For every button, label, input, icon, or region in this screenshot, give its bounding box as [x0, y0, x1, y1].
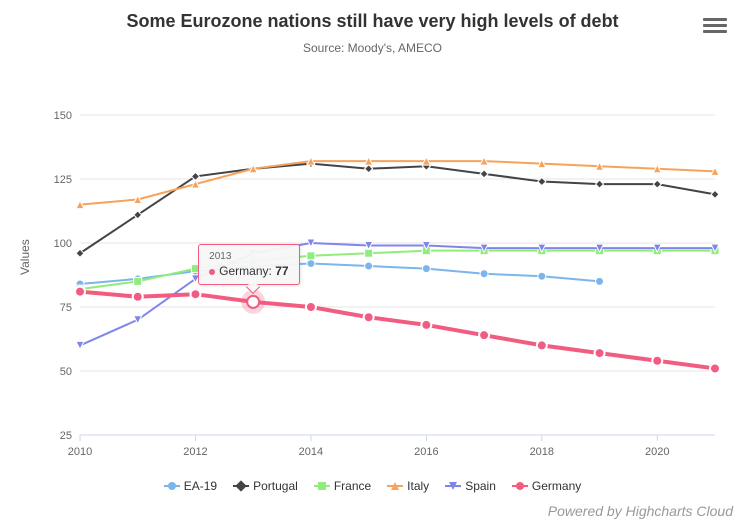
marker-diamond — [653, 180, 661, 188]
legend-label: Italy — [407, 479, 429, 493]
diamond-icon — [235, 480, 246, 491]
legend-symbol — [512, 480, 528, 492]
x-tick-label: 2020 — [645, 446, 669, 458]
marker-triangle-down — [134, 316, 142, 324]
marker-circle — [365, 262, 373, 270]
series-portugal[interactable] — [80, 164, 715, 254]
legend-symbol — [314, 480, 330, 492]
plot-area: 255075100125150201020122014201620182020 — [80, 115, 715, 435]
marker-triangle-down — [76, 341, 84, 349]
marker-circle — [190, 289, 200, 299]
legend-label: Germany — [532, 479, 581, 493]
legend-symbol — [164, 480, 180, 492]
chart-credits: Powered by Highcharts Cloud — [548, 503, 733, 519]
chart-menu-icon[interactable] — [703, 14, 727, 36]
marker-circle — [596, 277, 604, 285]
marker-square — [307, 252, 315, 260]
marker-square — [134, 277, 142, 285]
legend-item-portugal[interactable]: Portugal — [233, 479, 298, 493]
circle-icon — [516, 482, 524, 490]
y-tick-label: 150 — [54, 110, 72, 122]
legend-symbol — [387, 480, 403, 492]
legend-label: Portugal — [253, 479, 298, 493]
y-tick-label: 50 — [60, 366, 72, 378]
y-tick-label: 100 — [54, 238, 72, 250]
triangle-down-icon — [449, 482, 457, 490]
marker-diamond — [596, 180, 604, 188]
marker-circle — [652, 356, 662, 366]
y-axis-title: Values — [18, 239, 32, 275]
marker-circle — [710, 363, 720, 373]
legend-item-spain[interactable]: Spain — [445, 479, 496, 493]
marker-circle — [307, 259, 315, 267]
marker-circle — [422, 265, 430, 273]
chart-subtitle: Source: Moody's, AMECO — [0, 41, 745, 55]
legend-label: France — [334, 479, 371, 493]
y-tick-label: 25 — [60, 430, 72, 442]
triangle-icon — [391, 482, 399, 490]
marker-diamond — [365, 165, 373, 173]
legend-item-ea-19[interactable]: EA-19 — [164, 479, 217, 493]
plot-svg: 255075100125150201020122014201620182020 — [80, 115, 715, 435]
series-france[interactable] — [80, 251, 715, 289]
legend-item-france[interactable]: France — [314, 479, 371, 493]
legend-label: Spain — [465, 479, 496, 493]
chart-title: Some Eurozone nations still have very hi… — [0, 0, 745, 33]
marker-square — [191, 265, 199, 273]
tooltip-point — [247, 296, 259, 308]
x-tick-label: 2016 — [414, 446, 438, 458]
circle-icon — [168, 482, 176, 490]
legend: EA-19 Portugal France Italy Spain Germany — [0, 479, 745, 495]
marker-circle — [306, 302, 316, 312]
legend-item-italy[interactable]: Italy — [387, 479, 429, 493]
marker-circle — [421, 320, 431, 330]
marker-circle — [364, 312, 374, 322]
legend-symbol — [445, 480, 461, 492]
square-icon — [318, 482, 326, 490]
x-tick-label: 2018 — [530, 446, 554, 458]
marker-circle — [537, 340, 547, 350]
marker-diamond — [711, 190, 719, 198]
y-tick-label: 125 — [54, 174, 72, 186]
marker-diamond — [480, 170, 488, 178]
y-tick-label: 75 — [60, 302, 72, 314]
marker-circle — [480, 270, 488, 278]
legend-item-germany[interactable]: Germany — [512, 479, 581, 493]
x-tick-label: 2012 — [183, 446, 207, 458]
series-ea-19[interactable] — [80, 263, 600, 283]
series-germany[interactable] — [80, 292, 715, 369]
x-tick-label: 2010 — [68, 446, 92, 458]
marker-circle — [75, 287, 85, 297]
legend-label: EA-19 — [184, 479, 217, 493]
legend-symbol — [233, 480, 249, 492]
marker-circle — [595, 348, 605, 358]
x-tick-label: 2014 — [299, 446, 323, 458]
marker-circle — [133, 292, 143, 302]
marker-circle — [479, 330, 489, 340]
marker-circle — [538, 272, 546, 280]
chart-container: Some Eurozone nations still have very hi… — [0, 0, 745, 525]
